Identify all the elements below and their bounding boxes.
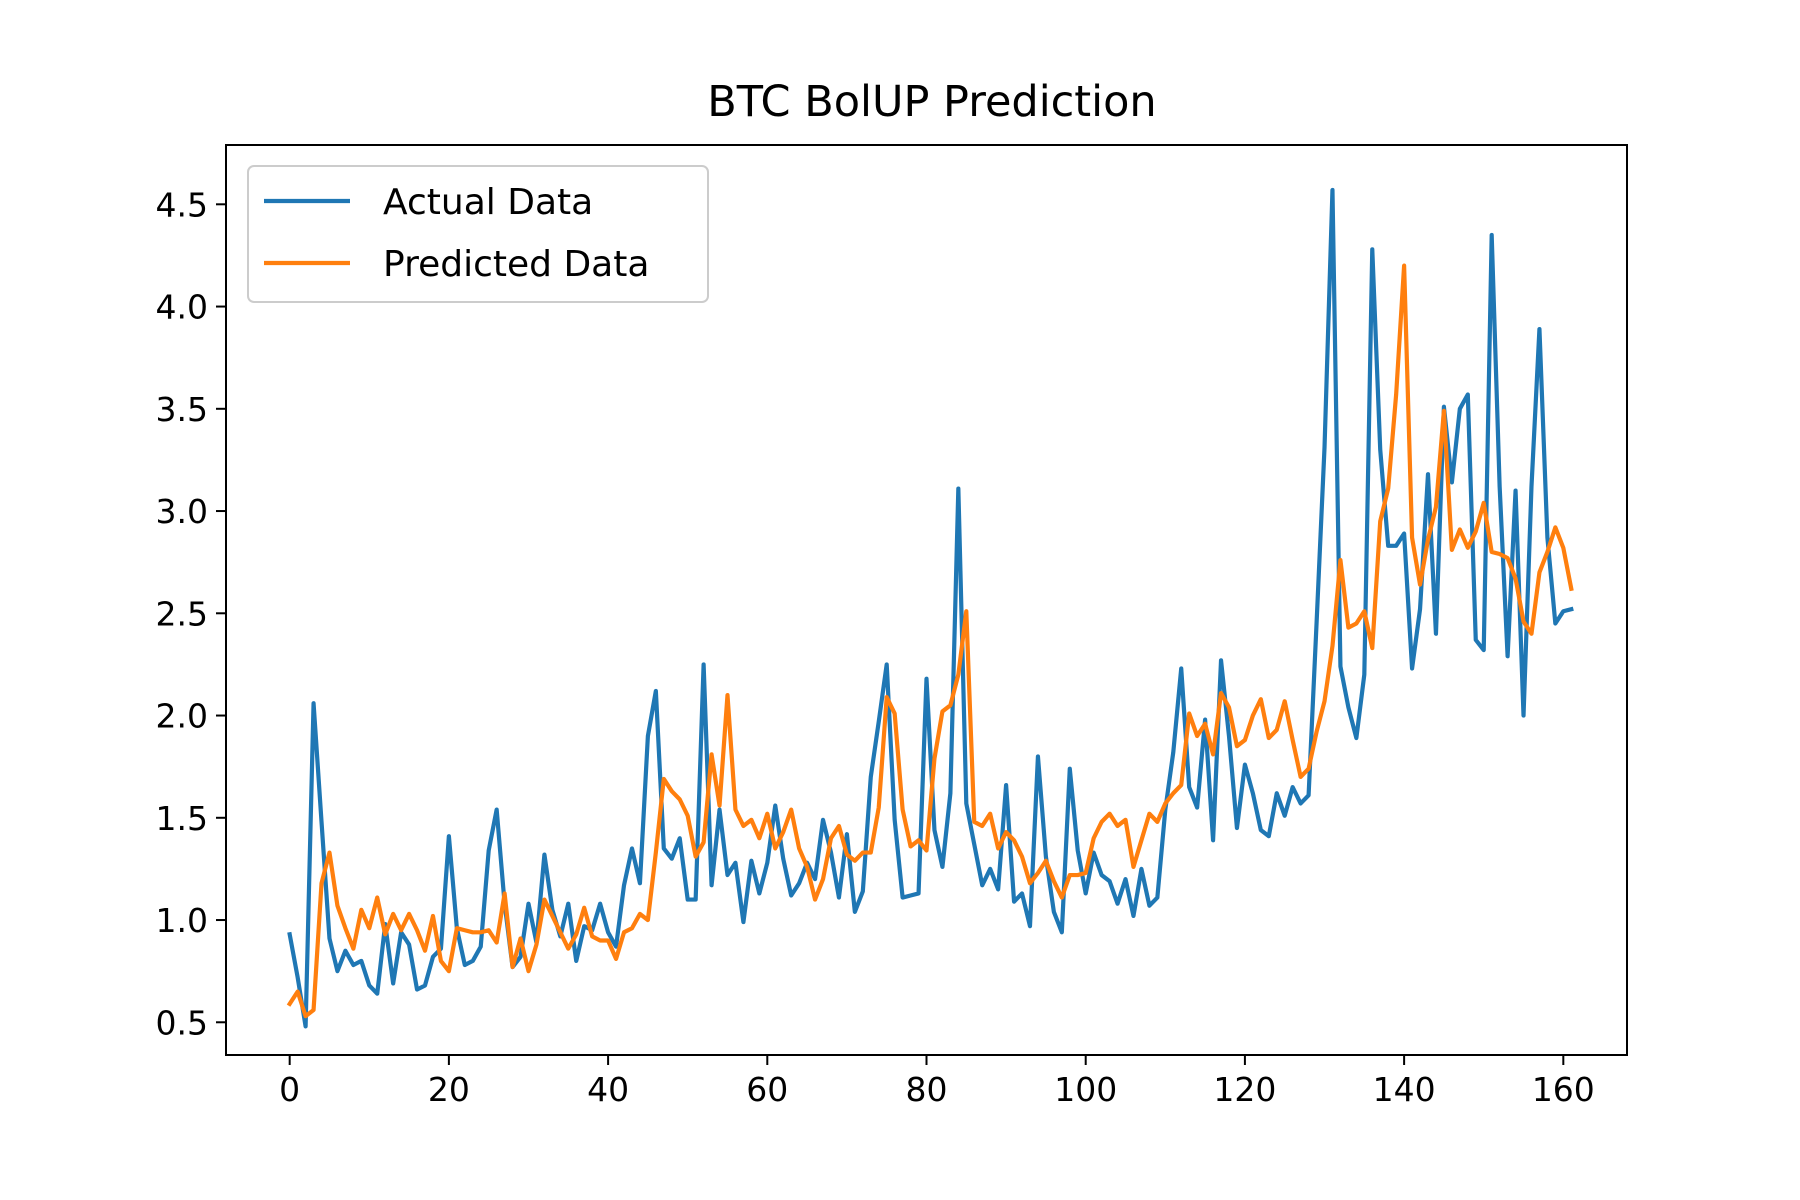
- series-line-actual-data: [287, 187, 1574, 1029]
- x-tick-label: 140: [1373, 1070, 1436, 1109]
- axes-layer: 0 20 40 60 80 100 120 140 160 0.5 1.0 1.5 2.0 2.5 3.0 3…: [156, 144, 1628, 1109]
- chart-title: BTC BolUP Prediction: [707, 77, 1156, 127]
- y-tick-label: 4.5: [156, 185, 208, 224]
- y-tick-label: 3.5: [156, 390, 208, 429]
- series-line-predicted-data: [286, 263, 1574, 1019]
- x-tick-label: 40: [587, 1070, 629, 1109]
- x-tick-label: 160: [1532, 1070, 1595, 1109]
- y-tick-label: 1.0: [156, 901, 208, 940]
- y-tick-label: 2.0: [156, 697, 208, 736]
- legend-label-predicted-data: Predicted Data: [383, 244, 649, 285]
- legend-label-actual-data: Actual Data: [383, 182, 593, 223]
- x-tick-label: 60: [746, 1070, 788, 1109]
- x-tick-label: 0: [279, 1070, 300, 1109]
- x-tick-label: 120: [1213, 1070, 1276, 1109]
- x-tick-label: 100: [1054, 1070, 1117, 1109]
- y-tick-label: 4.0: [156, 288, 208, 327]
- x-tick-label: 80: [906, 1070, 948, 1109]
- y-tick-label: 0.5: [156, 1003, 208, 1042]
- series-layer: [286, 187, 1574, 1029]
- legend: Actual Data Predicted Data: [247, 165, 709, 303]
- x-tick-label: 20: [428, 1070, 470, 1109]
- y-tick-label: 2.5: [156, 594, 208, 633]
- y-tick-label: 1.5: [156, 799, 208, 838]
- legend-box: [247, 165, 709, 303]
- y-tick-label: 3.0: [156, 492, 208, 531]
